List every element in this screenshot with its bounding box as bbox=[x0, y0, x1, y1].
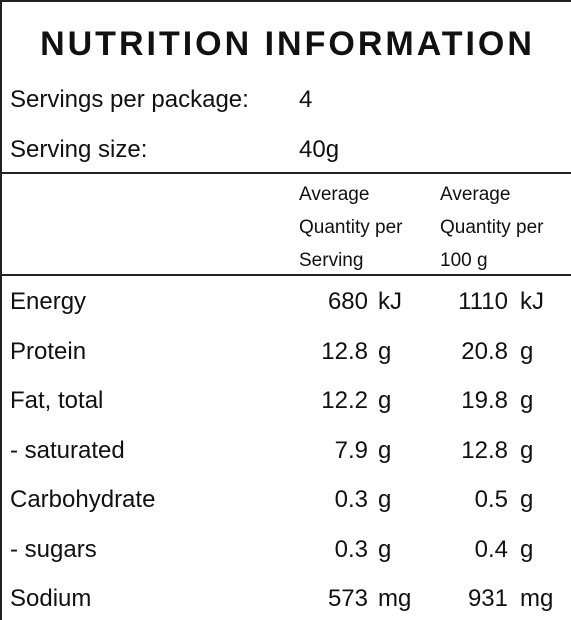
per100-unit: mg bbox=[520, 585, 554, 612]
serving-unit: g bbox=[378, 387, 392, 414]
serving-amount: 680 bbox=[327, 288, 368, 315]
per100-amount: 19.8 bbox=[461, 387, 508, 414]
serving-size-value: 40g bbox=[299, 136, 340, 163]
serving-amount: 7.9 bbox=[334, 436, 368, 464]
per100-amount: 1110 bbox=[458, 288, 508, 315]
serving-amount: 0.3 bbox=[334, 486, 368, 513]
per100-unit: g bbox=[520, 337, 534, 365]
serving-unit: g bbox=[378, 337, 392, 365]
nutrient-name: Protein bbox=[10, 337, 87, 365]
nutrient-name: - saturated bbox=[10, 436, 125, 464]
column-header: Serving bbox=[299, 250, 364, 271]
divider bbox=[2, 274, 571, 276]
serving-unit: kJ bbox=[378, 288, 402, 315]
servings-label: Servings per package: bbox=[10, 86, 249, 113]
per100-amount: 20.8 bbox=[461, 337, 508, 365]
column-header: Average bbox=[299, 184, 370, 205]
per100-amount: 12.8 bbox=[461, 436, 508, 464]
per100-unit: g bbox=[520, 535, 534, 563]
serving-unit: g bbox=[378, 436, 392, 464]
serving-amount: 573 bbox=[327, 585, 368, 612]
serving-unit: mg bbox=[378, 585, 412, 612]
per100-amount: 931 bbox=[467, 585, 508, 612]
serving-unit: g bbox=[378, 535, 392, 563]
serving-unit: g bbox=[378, 486, 392, 513]
serving-amount: 12.2 bbox=[321, 387, 368, 414]
per100-unit: kJ bbox=[520, 288, 544, 315]
per100-unit: g bbox=[520, 486, 534, 513]
column-header: Quantity per bbox=[299, 217, 403, 238]
serving-amount: 0.3 bbox=[334, 535, 368, 563]
nutrient-name: Fat, total bbox=[10, 387, 104, 414]
servings-value: 4 bbox=[299, 86, 313, 113]
per100-amount: 0.5 bbox=[474, 486, 508, 513]
column-header: Average bbox=[440, 184, 511, 205]
divider bbox=[2, 172, 571, 174]
nutrient-name: - sugars bbox=[10, 535, 97, 563]
nutrient-name: Energy bbox=[10, 288, 87, 315]
per100-unit: g bbox=[520, 436, 534, 464]
per100-unit: g bbox=[520, 387, 534, 414]
column-header: Quantity per bbox=[440, 217, 544, 238]
nutrient-name: Carbohydrate bbox=[10, 486, 156, 513]
per100-amount: 0.4 bbox=[474, 535, 508, 563]
serving-amount: 12.8 bbox=[321, 337, 368, 365]
serving-size-label: Serving size: bbox=[10, 136, 148, 163]
nutrient-name: Sodium bbox=[10, 585, 92, 612]
column-header: 100 g bbox=[440, 250, 488, 271]
title: NUTRITION INFORMATION bbox=[40, 25, 535, 63]
